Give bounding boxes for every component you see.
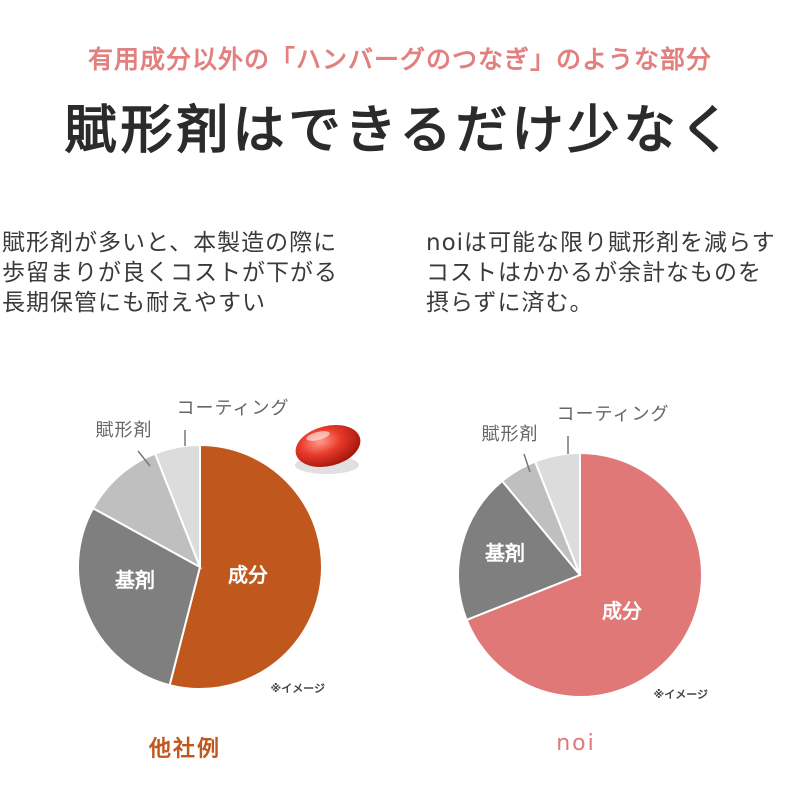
description-right-line: noiは可能な限り賦形剤を減らす [426, 230, 776, 256]
pie-slice [77, 506, 202, 687]
slice-label: コーティング [177, 398, 290, 419]
leader-line [523, 453, 531, 473]
slice-label: 賦形剤 [96, 420, 153, 441]
leader-line [137, 450, 151, 467]
charts-area: 成分 基剤 賦形剤 コーティング ※イメージ 成分 基剤 賦形剤 コーティング ※イメージ [0, 380, 800, 800]
description-left-line: 賦形剤が多いと、本製造の際に [2, 230, 338, 256]
pie-slice [153, 443, 201, 568]
slice-label: 賦形剤 [482, 424, 539, 445]
description-left: 賦形剤が多いと、本製造の際に 歩留まりが良くコストが下がる 長期保管にも耐えやす… [2, 228, 338, 318]
slice-label: 成分 [602, 599, 642, 623]
pie-slice [533, 451, 581, 576]
caption-noi: noi [556, 731, 596, 756]
headline: 賦形剤はできるだけ少なく [64, 101, 736, 161]
image-note: ※イメージ [271, 682, 325, 695]
description-left-line: 歩留まりが良くコストが下がる [2, 260, 338, 286]
image-note: ※イメージ [654, 688, 708, 701]
description-right-line: コストはかかるが余計なものを [426, 260, 762, 286]
pie-slice [91, 452, 202, 570]
description-right-line: 摂らずに済む。 [426, 290, 594, 316]
description-right: noiは可能な限り賦形剤を減らす コストはかかるが余計なものを 摂らずに済む。 [426, 228, 776, 318]
pie-slice [168, 443, 323, 690]
caption-competitor: 他社例 [148, 737, 221, 762]
slice-label: コーティング [557, 404, 670, 425]
pie-slice [457, 479, 582, 622]
pie-slice [465, 451, 704, 698]
subtitle: 有用成分以外の「ハンバーグのつなぎ」のような部分 [87, 45, 712, 74]
description-left-line: 長期保管にも耐えやすい [2, 290, 266, 316]
slice-label: 基剤 [485, 541, 525, 565]
capsule-image [295, 425, 361, 474]
slice-label: 成分 [228, 563, 268, 587]
slice-label: 基剤 [115, 568, 155, 592]
